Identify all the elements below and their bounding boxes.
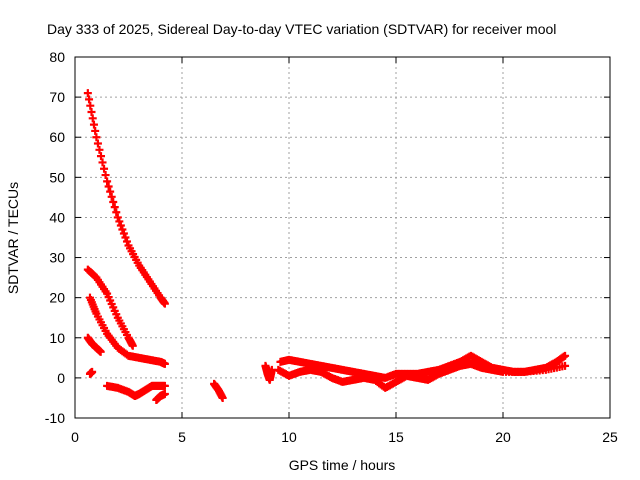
series-arc-11 — [274, 359, 570, 392]
series-arc-5 — [85, 367, 97, 378]
y-tick-label: 50 — [49, 169, 65, 185]
series-arc-6 — [103, 381, 169, 400]
x-axis-label: GPS time / hours — [289, 457, 396, 473]
x-tick-label: 20 — [495, 429, 511, 445]
data-point — [87, 108, 96, 117]
data-point — [218, 393, 227, 402]
y-tick-label: 20 — [49, 290, 65, 306]
data-point — [96, 347, 105, 356]
data-point — [107, 192, 116, 201]
y-tick-label: 30 — [49, 250, 65, 266]
data-point — [115, 217, 124, 226]
data-point — [85, 95, 94, 104]
data-point — [112, 208, 121, 217]
series-arc-2 — [83, 265, 137, 350]
data-point — [160, 359, 169, 368]
data-point — [118, 225, 127, 234]
data-point — [92, 133, 101, 142]
series-arc-4 — [83, 333, 105, 356]
data-point — [101, 171, 110, 180]
data-point — [116, 221, 125, 230]
series-arc-7 — [152, 389, 169, 404]
x-tick-label: 15 — [388, 429, 404, 445]
y-tick-label: 80 — [49, 49, 65, 65]
chart-title: Day 333 of 2025, Sidereal Day-to-day VTE… — [47, 21, 556, 37]
axis-ticks: 0 5 10 15 20 25 -10 0 10 20 30 40 50 60 70 80 — [45, 49, 618, 445]
data-point — [121, 233, 130, 242]
data-point — [160, 381, 169, 390]
data-point — [106, 187, 115, 196]
x-tick-label: 10 — [281, 429, 297, 445]
data-point — [160, 299, 169, 308]
data-point — [88, 367, 97, 376]
data-point — [103, 177, 112, 186]
data-point — [86, 101, 95, 110]
data-point — [83, 89, 92, 98]
plot-frame — [74, 56, 611, 419]
data-points — [83, 89, 570, 404]
data-point — [110, 203, 119, 212]
data-point — [119, 229, 128, 238]
x-tick-label: 25 — [602, 429, 618, 445]
data-point — [104, 182, 113, 191]
y-tick-label: -10 — [45, 410, 65, 426]
y-tick-label: 0 — [57, 370, 65, 386]
data-point — [91, 126, 100, 135]
y-tick-label: 10 — [49, 330, 65, 346]
data-point — [100, 164, 109, 173]
series-arc-3 — [85, 293, 169, 368]
y-tick-label: 70 — [49, 89, 65, 105]
data-point — [160, 389, 169, 398]
data-point — [89, 120, 98, 129]
data-point — [122, 237, 131, 246]
series-arc-1 — [83, 89, 169, 308]
data-point — [95, 145, 104, 154]
data-point — [561, 361, 570, 370]
data-point — [128, 341, 137, 350]
grid — [75, 57, 610, 418]
y-tick-label: 60 — [49, 129, 65, 145]
data-point — [113, 213, 122, 222]
y-axis-label: SDTVAR / TECUs — [5, 182, 21, 294]
data-point — [93, 139, 102, 148]
data-point — [109, 197, 118, 206]
series-arc-8 — [210, 379, 227, 402]
data-point — [96, 152, 105, 161]
data-point — [88, 114, 97, 123]
data-point — [561, 351, 570, 360]
y-tick-label: 40 — [49, 209, 65, 225]
data-point — [98, 158, 107, 167]
x-tick-label: 0 — [71, 429, 79, 445]
x-tick-label: 5 — [178, 429, 186, 445]
